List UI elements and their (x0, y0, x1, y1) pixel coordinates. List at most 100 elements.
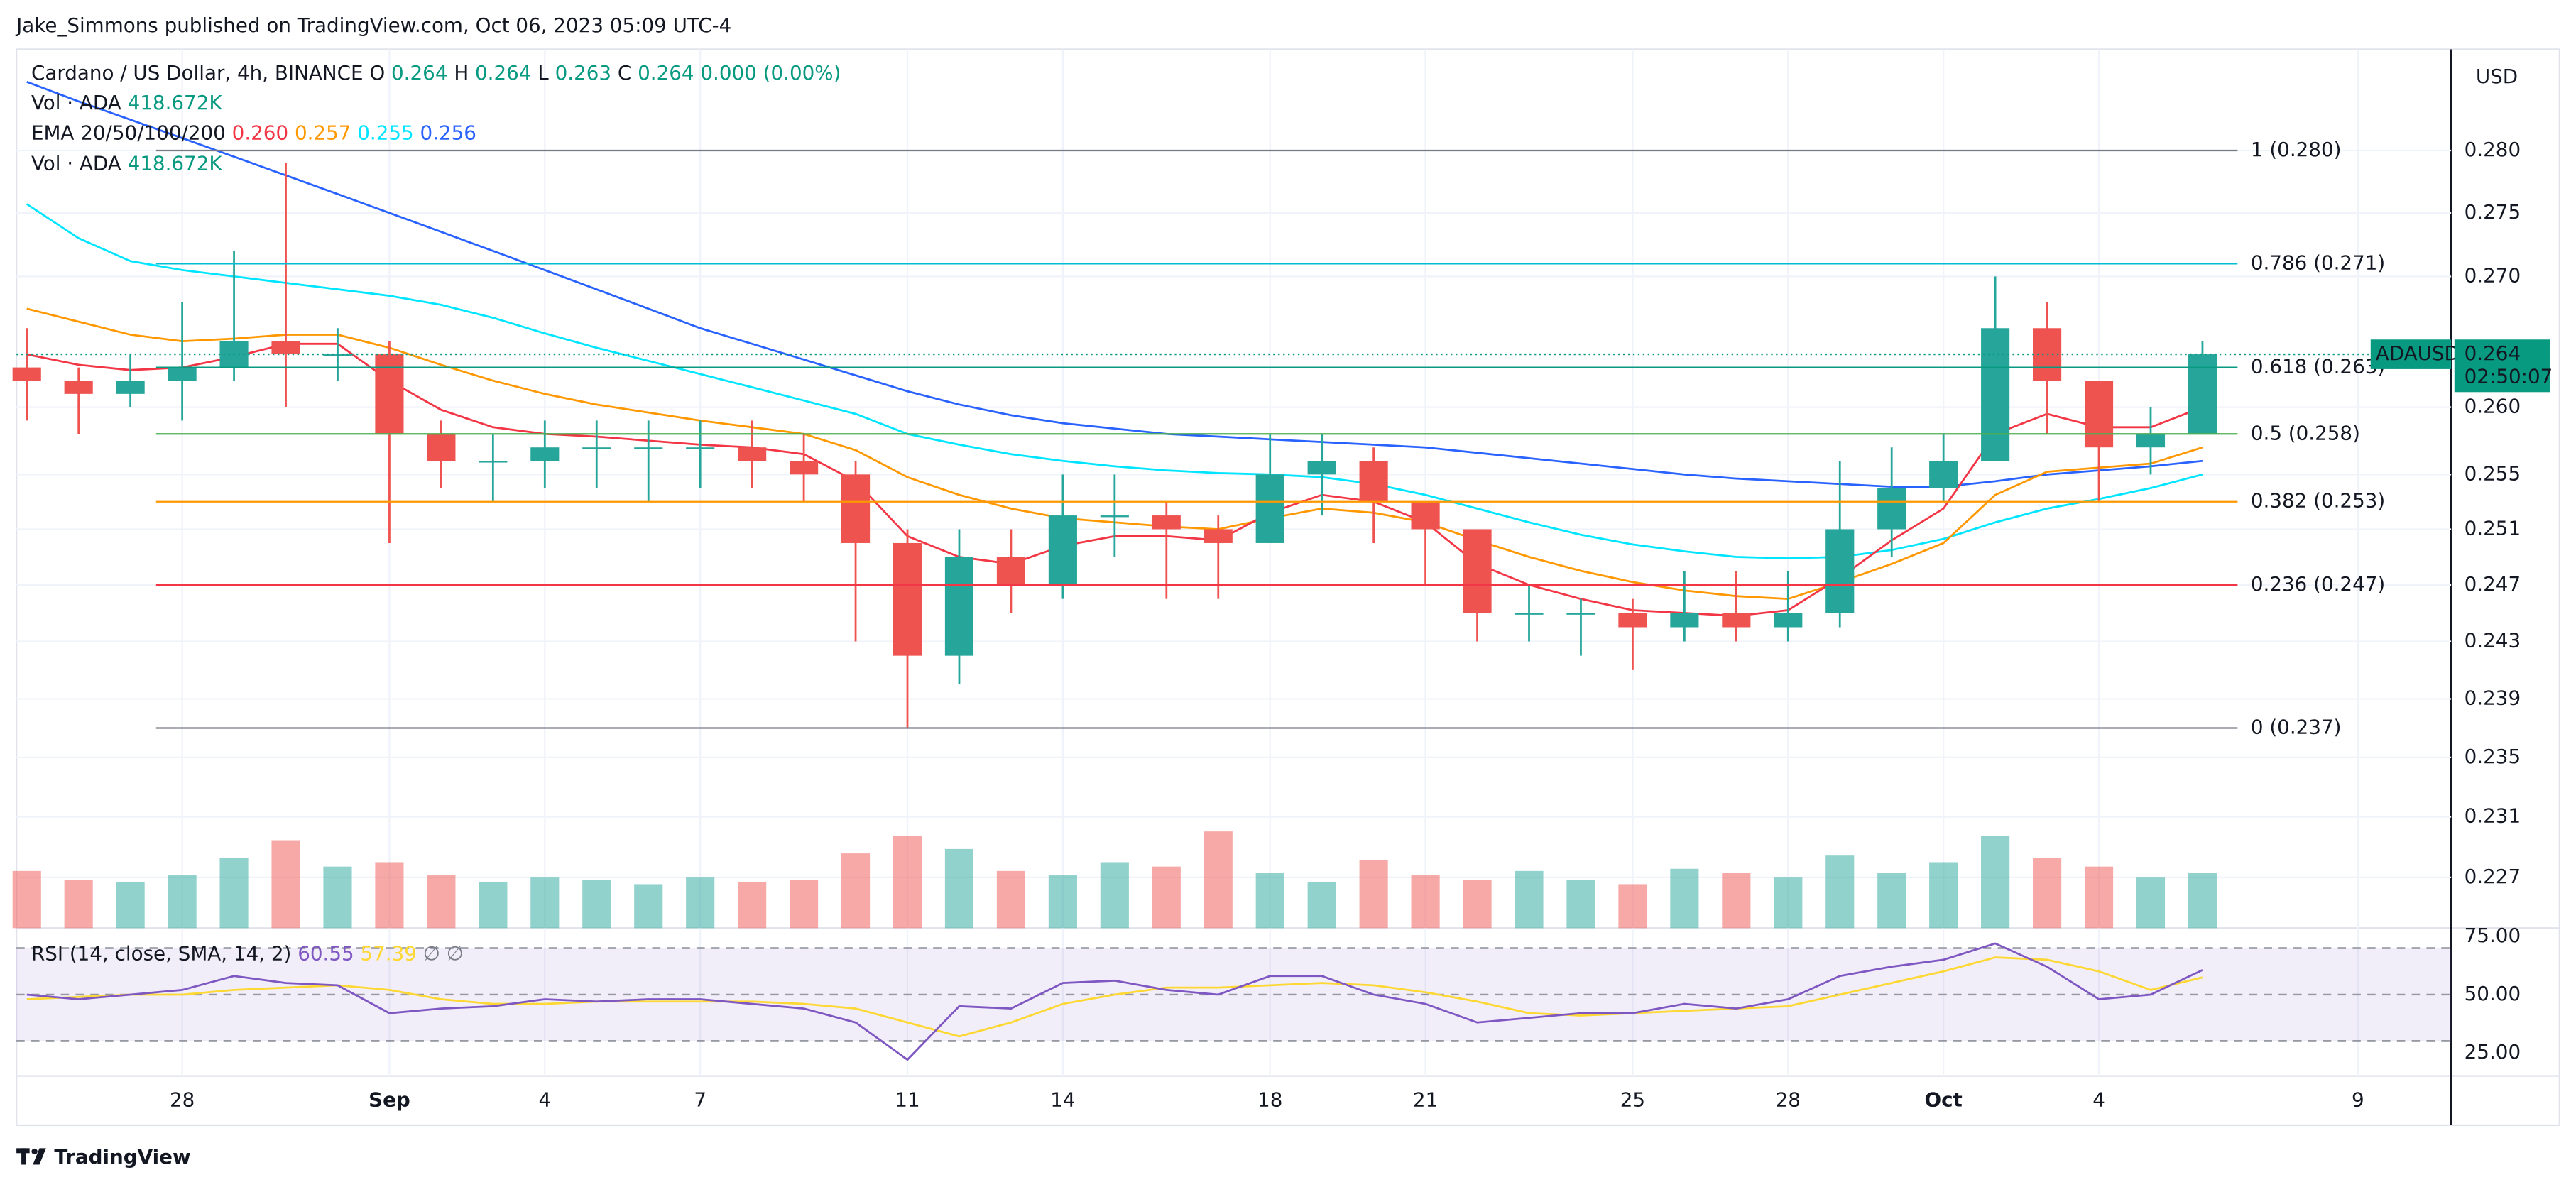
candle-body (582, 447, 611, 449)
volume-bar (1877, 873, 1906, 929)
logo-part (33, 1148, 46, 1165)
legend-row: Cardano / US Dollar, 4h, BINANCE O 0.264… (31, 61, 841, 84)
candle-body (1100, 515, 1129, 518)
x-tick-label: 28 (170, 1088, 195, 1111)
fib-label: 0.786 (0.271) (2251, 251, 2385, 274)
candle-body (64, 381, 93, 394)
volume-bar (893, 836, 922, 929)
volume-bar (738, 882, 767, 929)
volume-bar (790, 880, 819, 929)
x-tick-label: Sep (369, 1088, 410, 1111)
x-tick-label: 21 (1413, 1088, 1438, 1111)
volume-bar (1722, 873, 1751, 929)
volume-bar (530, 877, 560, 929)
volume-bar (996, 870, 1025, 929)
candle-body (1515, 613, 1544, 615)
y-tick-label: 0.251 (2465, 516, 2521, 540)
brand: TradingView (54, 1145, 190, 1169)
rsi-legend-label: RSI (14, close, SMA, 14, 2) (31, 941, 291, 965)
x-tick-label: 9 (2352, 1088, 2364, 1111)
volume-bar (2136, 877, 2166, 929)
symbol-tag-label: ADAUSD (2376, 341, 2460, 365)
y-tick-label: 0.255 (2465, 461, 2521, 485)
legend-value: 0.256 (420, 121, 476, 145)
volume-bar (2084, 866, 2114, 929)
x-tick-label: 4 (2092, 1088, 2105, 1111)
volume-bar (1463, 880, 1492, 929)
volume-bar (2188, 873, 2217, 929)
rsi-legend-value: ∅ (423, 941, 440, 965)
rsi-legend-value: 57.39 (360, 941, 416, 965)
volume-bar (323, 866, 352, 929)
volume-bar (1307, 882, 1336, 929)
publisher: Jake_Simmons published on TradingView.co… (15, 13, 731, 37)
volume-bar (12, 870, 41, 929)
y-tick-label: 0.243 (2465, 629, 2521, 652)
symbol-tag (2370, 339, 2452, 369)
candle-body (2136, 434, 2166, 448)
volume-bar (64, 880, 93, 929)
y-tick-label: 0.235 (2465, 745, 2521, 768)
candle-body (1359, 461, 1388, 502)
volume-bar (1048, 875, 1077, 929)
legend-ohlc-value: 0.264 (638, 61, 694, 84)
volume-bar (634, 884, 663, 929)
legend-row: Vol · ADA 418.672K (31, 91, 222, 114)
candle-body (1463, 529, 1492, 613)
volume-bar (271, 840, 300, 929)
countdown: 02:50:07 (2465, 364, 2553, 388)
legend-row: EMA 20/50/100/200 0.260 0.257 0.255 0.25… (31, 121, 476, 145)
legend-value: 0.260 (232, 121, 288, 145)
legend-value: 0.257 (295, 121, 351, 145)
candle-body (1877, 488, 1906, 530)
candle-body (790, 461, 819, 475)
candle-body (1204, 529, 1233, 543)
x-tick-label: 28 (1776, 1088, 1801, 1111)
volume-bar (1255, 873, 1284, 929)
candle-body (686, 447, 715, 449)
y-tick-label: 0.270 (2465, 263, 2521, 287)
fib-label: 0 (0.237) (2251, 716, 2342, 739)
volume-bar (841, 853, 871, 929)
legend-ohlc-value: 0.263 (555, 61, 611, 84)
legend-value: 418.672K (128, 91, 223, 114)
candle-body (1411, 501, 1440, 530)
x-tick-label: Oct (1925, 1088, 1963, 1111)
candle-body (375, 354, 404, 434)
candle-body (893, 542, 922, 656)
rsi-legend-value: 60.55 (298, 941, 354, 965)
candle-body (738, 447, 767, 461)
volume-bar (1204, 831, 1233, 929)
x-tick-label: 4 (538, 1088, 551, 1111)
logo-part (21, 1148, 27, 1165)
candle-body (1152, 515, 1181, 530)
legend-change: 0.000 (0.00%) (700, 61, 841, 84)
tradingview-logo (16, 1148, 46, 1165)
volume-bar (1670, 868, 1699, 929)
volume-bar (1825, 855, 1855, 929)
rsi-tick-label: 25.00 (2465, 1040, 2521, 1063)
fib-label: 0.5 (0.258) (2251, 421, 2360, 444)
volume-bar (1515, 870, 1544, 929)
legend-label: Vol · ADA (31, 151, 121, 175)
legend-ohlc-label: O (369, 61, 385, 84)
candle-body (1774, 613, 1803, 628)
logo-part (31, 1148, 38, 1155)
legend-ohlc-value: 0.264 (475, 61, 531, 84)
legend-title: Cardano / US Dollar, 4h, BINANCE (31, 61, 364, 84)
x-tick-label: 7 (694, 1088, 706, 1111)
rsi-tick-label: 50.00 (2465, 982, 2521, 1005)
volume-bar (1774, 877, 1803, 929)
volume-bar (582, 880, 611, 929)
y-tick-label: 0.231 (2465, 804, 2521, 828)
legend-value: 0.255 (357, 121, 413, 145)
y-tick-label: 0.275 (2465, 200, 2521, 224)
currency: USD (2476, 65, 2518, 88)
volume-bar (1359, 860, 1388, 929)
legend-ohlc-label: C (618, 61, 631, 84)
fib-label: 0.236 (0.247) (2251, 572, 2385, 596)
legend-label: Vol · ADA (31, 91, 121, 114)
candle-body (1048, 515, 1077, 585)
